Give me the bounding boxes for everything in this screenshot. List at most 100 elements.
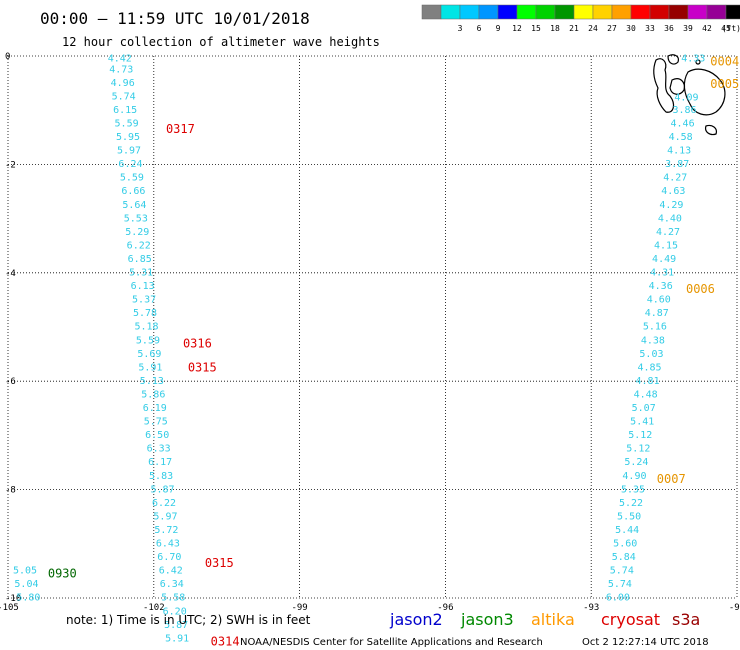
swh-value-label: 4.96 — [111, 78, 135, 89]
swh-values-layer: 4.424.73 4.96 5.74 6.15 5.59 5.95 5.97 6.24 5.59… — [13, 53, 705, 644]
swh-value-label: 5.16 — [643, 322, 667, 333]
satellite-legend: jason2 jason3 altika cryosat s3a — [389, 610, 700, 629]
swh-value-label: 4.13 — [667, 146, 691, 157]
swh-value-label: 5.07 — [632, 403, 656, 414]
swh-value-label: 4.33 — [681, 53, 705, 64]
swh-value-label: 5.84 — [612, 552, 636, 563]
swh-value-label: 4.73 — [109, 64, 133, 75]
swh-value-label: 4.58 — [669, 132, 693, 143]
color-scale-unit: (ft) — [722, 24, 740, 33]
swh-value-label: 4.27 — [656, 227, 680, 238]
swh-value-label: 4.36 — [649, 281, 673, 292]
footer-note: note: 1) Time is in UTC; 2) SWH is in fe… — [66, 613, 311, 627]
latitude-tick-label: -6 — [5, 377, 16, 387]
color-swatch — [554, 4, 575, 20]
swh-value-label: 5.18 — [134, 322, 158, 333]
color-swatch — [478, 4, 499, 20]
swh-value-label: 5.60 — [613, 539, 637, 550]
island-east-main — [683, 68, 726, 116]
swh-value-label: 5.80 — [16, 593, 40, 604]
swh-value-label: 5.41 — [630, 417, 654, 428]
pass-time-label: 0315 — [188, 361, 217, 375]
color-swatch — [706, 4, 727, 20]
swh-value-label: 6.66 — [121, 186, 145, 197]
latitude-tick-label: -2 — [5, 160, 16, 170]
swh-value-label: 5.91 — [138, 362, 162, 373]
color-swatch — [440, 4, 461, 20]
island-north — [667, 54, 679, 65]
swh-value-label: 4.38 — [641, 335, 665, 346]
color-swatch — [611, 4, 632, 20]
color-swatch — [516, 4, 537, 20]
color-scale-tick-label: 9 — [496, 24, 501, 33]
pass-time-label: 0007 — [657, 472, 686, 486]
latitude-tick-label: -8 — [5, 486, 16, 496]
satellite-legend-s3a: s3a — [672, 610, 700, 629]
swh-value-label: 4.29 — [659, 200, 683, 211]
swh-value-label: 5.12 — [628, 430, 652, 441]
swh-value-label: 6.85 — [128, 254, 152, 265]
color-scale-tick-label: 24 — [588, 24, 598, 33]
swh-value-label: 4.42 — [108, 53, 132, 64]
swh-value-label: 6.42 — [159, 566, 183, 577]
swh-value-label: 5.35 — [621, 484, 645, 495]
swh-value-label: 5.31 — [129, 268, 153, 279]
color-swatch — [687, 4, 708, 20]
credit-line: NOAA/NESDIS Center for Satellite Applica… — [240, 637, 543, 648]
pass-time-label: 0315 — [205, 556, 234, 570]
swh-value-label: 4.63 — [661, 186, 685, 197]
swh-value-label: 6.33 — [147, 444, 171, 455]
color-swatch — [573, 4, 594, 20]
color-swatch — [497, 4, 518, 20]
swh-value-label: 5.37 — [132, 295, 156, 306]
color-swatch — [725, 4, 740, 20]
swh-value-label: 5.59 — [120, 173, 144, 184]
color-swatch — [668, 4, 689, 20]
swh-value-label: 4.85 — [637, 362, 661, 373]
swh-value-label: 5.04 — [14, 579, 38, 590]
color-scale-tick-label: 15 — [531, 24, 541, 33]
swh-value-label: 5.87 — [164, 620, 188, 631]
swh-value-label: 5.64 — [122, 200, 146, 211]
latitude-tick-label: 0 — [5, 52, 10, 62]
swh-value-label: 5.53 — [124, 213, 148, 224]
pass-time-label: 0314 — [211, 634, 240, 648]
swh-value-label: 3.86 — [672, 105, 696, 116]
page-subtitle: 12 hour collection of altimeter wave hei… — [62, 35, 380, 49]
swh-value-label: 6.00 — [606, 593, 630, 604]
swh-value-label: 5.97 — [153, 511, 177, 522]
color-scale-tick-label: 36 — [664, 24, 674, 33]
map-axis-ticks: -105 -102 -99 -96 -93 -90 0 -2 -4 -6 -8 -10 — [0, 52, 740, 613]
longitude-tick-label: -93 — [583, 603, 599, 613]
swh-value-label: 4.48 — [634, 389, 658, 400]
swh-value-label: 4.46 — [671, 118, 695, 129]
swh-value-label: 4.15 — [654, 240, 678, 251]
swh-value-label: 4.31 — [650, 268, 674, 279]
swh-value-label: 5.83 — [149, 471, 173, 482]
swh-value-label: 4.87 — [645, 308, 669, 319]
color-swatch — [535, 4, 556, 20]
swh-value-label: 5.59 — [136, 335, 160, 346]
page-title: 00:00 – 11:59 UTC 10/01/2018 — [40, 9, 310, 28]
swh-value-label: 5.59 — [115, 118, 139, 129]
longitude-tick-label: -105 — [0, 603, 19, 613]
island-central — [669, 78, 685, 95]
color-scale-tick-label: 42 — [702, 24, 712, 33]
swh-value-label: 6.22 — [152, 498, 176, 509]
pass-time-label: 0005 — [710, 77, 739, 91]
color-swatch — [649, 4, 670, 20]
satellite-legend-jason2: jason2 — [389, 610, 443, 629]
swh-value-label: 5.75 — [144, 417, 168, 428]
swh-value-label: 5.78 — [133, 308, 157, 319]
swh-value-label: 5.24 — [624, 457, 648, 468]
swh-value-label: 5.72 — [154, 525, 178, 536]
swh-value-label: 5.97 — [117, 146, 141, 157]
swh-value-label: 4.90 — [622, 471, 646, 482]
swh-value-label: 4.09 — [674, 92, 698, 103]
swh-value-label: 6.19 — [143, 403, 167, 414]
swh-value-label: 6.17 — [148, 457, 172, 468]
swh-value-label: 4.60 — [647, 295, 671, 306]
generated-timestamp: Oct 2 12:27:14 UTC 2018 — [582, 637, 709, 648]
swh-value-label: 4.27 — [663, 173, 687, 184]
swh-value-label: 5.22 — [619, 498, 643, 509]
